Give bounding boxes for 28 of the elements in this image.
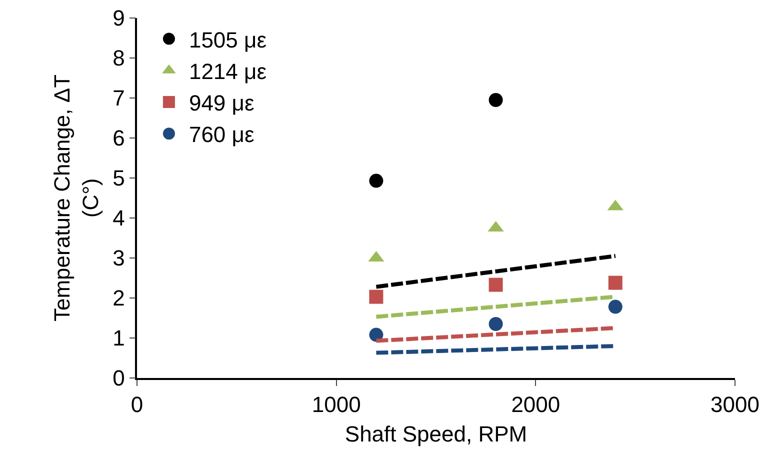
legend-label: 949 με: [188, 90, 254, 116]
y-tick-label: 0: [112, 366, 125, 391]
legend-label: 760 με: [188, 122, 254, 148]
point: [369, 290, 384, 304]
point: [488, 278, 503, 292]
legend-label: 1505 με: [188, 27, 267, 52]
y-tick-label: 9: [112, 6, 125, 31]
y-tick-label: 5: [112, 166, 125, 191]
y-tick-label: 1: [112, 326, 125, 351]
y-tick-label: 4: [112, 206, 125, 231]
point: [369, 328, 384, 342]
x-tick-label: 1000: [312, 392, 361, 418]
x-tick-label: 0: [130, 392, 144, 418]
point: [608, 276, 622, 290]
y-axis-title: Temperature Change, ΔT (C°): [49, 74, 103, 322]
point: [608, 300, 622, 314]
y-tick-label: 7: [112, 86, 125, 111]
point: [488, 93, 503, 107]
point: [369, 174, 384, 188]
y-tick-label: 6: [112, 126, 125, 151]
x-tick-label: 2000: [511, 392, 560, 418]
x-axis-title: Shaft Speed, RPM: [344, 422, 528, 447]
y-tick-label: 8: [112, 46, 125, 71]
legend-label: 1214 με: [188, 58, 267, 84]
point: [488, 317, 503, 331]
y-tick-label: 2: [112, 286, 125, 311]
y-tick-label: 3: [112, 246, 125, 271]
x-tick-label: 3000: [710, 392, 760, 418]
